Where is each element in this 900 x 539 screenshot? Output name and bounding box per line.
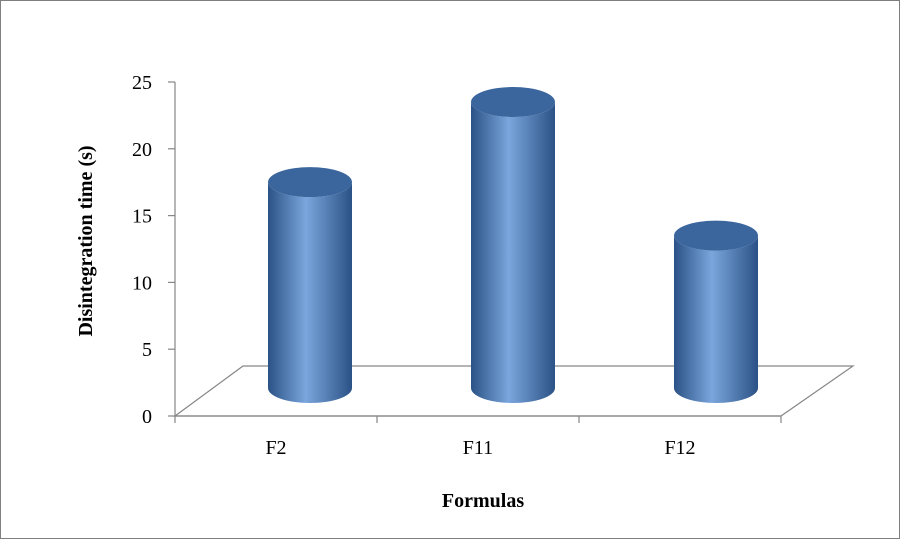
bar-f11: [471, 87, 555, 403]
x-tick-label-f12: F12: [664, 437, 695, 459]
bar-body: [268, 182, 352, 403]
y-axis-title: Disintegration time (s): [75, 145, 97, 336]
bar-body: [471, 102, 555, 403]
y-tick-label: 15: [132, 206, 152, 228]
x-axis-title: Formulas: [442, 490, 524, 512]
y-tick-label: 0: [142, 406, 152, 428]
bar-f12: [674, 220, 758, 403]
bar-top: [674, 220, 758, 251]
y-tick-label: 20: [132, 139, 152, 161]
bars: [268, 87, 758, 403]
bar-f2: [268, 167, 352, 403]
x-tick-label-f11: F11: [463, 437, 493, 459]
y-tick-label: 25: [132, 72, 152, 94]
y-tick-label: 10: [132, 272, 152, 294]
x-tick-label-f2: F2: [265, 437, 286, 459]
bar-top: [471, 87, 555, 117]
x-axis-ticks: F2 F11 F12: [174, 416, 782, 459]
bar-top: [268, 167, 352, 198]
bar-body: [674, 235, 758, 403]
y-axis-ticks: 0 5 10 15 20 25: [132, 72, 175, 428]
y-tick-label: 5: [142, 339, 152, 361]
